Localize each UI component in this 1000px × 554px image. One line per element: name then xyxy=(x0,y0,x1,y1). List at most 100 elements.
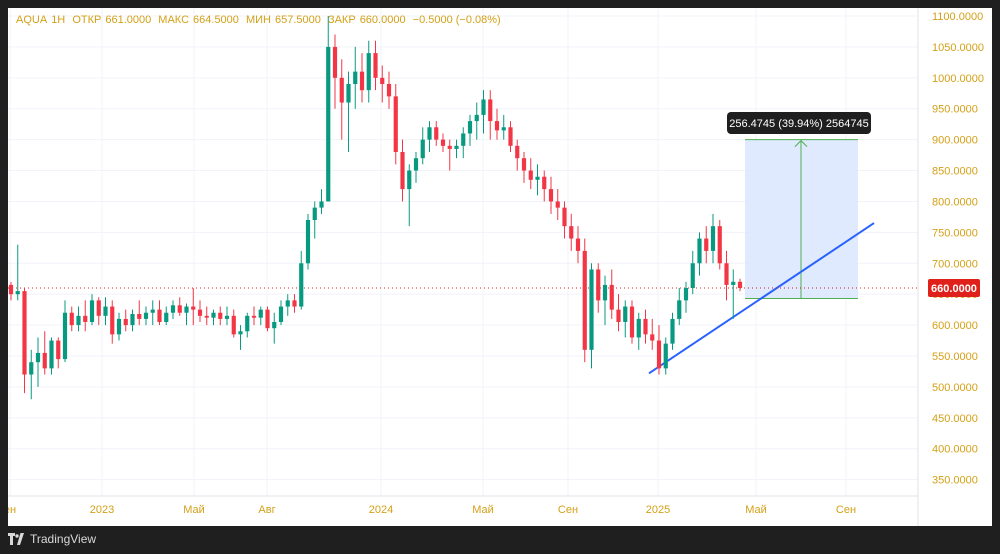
y-axis-bg[interactable] xyxy=(918,8,992,526)
candle-body xyxy=(339,77,344,103)
x-axis: ен 2023 Май Авг 2024 Май Сен 2025 Май Сен xyxy=(8,495,992,526)
candle-body xyxy=(366,53,371,91)
candle-body xyxy=(609,284,614,310)
candle-body xyxy=(231,315,236,335)
y-tick-label: 550.0000 xyxy=(932,351,978,363)
candle-body xyxy=(251,315,257,318)
price-chart[interactable]: 256.4745 (39.94%) 2564745 ен 2023 Май Авг 20… xyxy=(8,8,992,526)
footer: TradingView xyxy=(8,530,96,548)
candle-body xyxy=(690,263,695,288)
y-tick-label: 350.0000 xyxy=(932,475,978,487)
candle-body xyxy=(272,322,277,329)
candle-body xyxy=(683,288,689,301)
low-value: 657.5000 xyxy=(275,14,321,26)
candle-body xyxy=(629,306,635,338)
high-label: МАКС xyxy=(158,14,190,26)
candle-body xyxy=(386,84,392,97)
candle-body xyxy=(245,315,250,332)
y-tick-label: 700.0000 xyxy=(932,258,978,270)
y-axis: 1100.0000 1050.0000 1000.0000 950.0000 900.0… xyxy=(917,8,992,526)
candle-body xyxy=(663,343,668,369)
candle-body xyxy=(69,312,74,326)
candle-body xyxy=(170,305,176,313)
candle-body xyxy=(164,312,169,322)
candle-body xyxy=(643,318,648,335)
candle-body xyxy=(197,309,203,316)
y-tick-label: 1100.0000 xyxy=(932,11,983,23)
candle-body xyxy=(62,312,68,360)
candle-body xyxy=(535,176,540,180)
candle-body xyxy=(677,300,682,319)
candle-body xyxy=(137,313,142,319)
target-zone[interactable] xyxy=(745,139,858,300)
x-axis-bg[interactable] xyxy=(8,496,918,526)
x-tick-label: Сен xyxy=(836,504,856,516)
candle-body xyxy=(636,318,641,338)
candle-body xyxy=(548,189,554,202)
candle-body xyxy=(35,352,41,363)
candle-body xyxy=(191,306,196,310)
candle-body xyxy=(596,269,601,301)
candle-body xyxy=(359,71,365,91)
candle-body xyxy=(116,318,122,335)
candle-body xyxy=(258,309,263,318)
candle-body xyxy=(157,309,162,322)
trendline[interactable] xyxy=(648,222,875,375)
candle-body xyxy=(717,226,722,264)
x-tick-label: 2025 xyxy=(646,504,670,516)
candle-body xyxy=(656,340,662,369)
candle-body xyxy=(143,312,149,319)
chart-panel[interactable]: 256.4745 (39.94%) 2564745 ен 2023 Май Авг 20… xyxy=(8,8,992,526)
x-tick-label: Май xyxy=(472,504,494,516)
candle-body xyxy=(15,291,20,295)
candles xyxy=(8,16,743,400)
candle-body xyxy=(204,315,209,318)
candle-body xyxy=(494,121,500,131)
candle-body xyxy=(8,284,14,295)
candle-body xyxy=(447,145,452,149)
candle-body xyxy=(319,201,324,208)
brand-label: TradingView xyxy=(30,532,97,546)
candle-body xyxy=(312,207,317,220)
y-tick-label: 850.0000 xyxy=(932,166,978,178)
y-tick-label: 950.0000 xyxy=(932,104,978,116)
candle-body xyxy=(184,306,189,313)
candle-body xyxy=(103,306,108,316)
candle-body xyxy=(76,315,81,326)
candle-body xyxy=(89,300,95,322)
y-tick-label: 750.0000 xyxy=(932,227,978,239)
candle-body xyxy=(623,306,628,322)
candle-body xyxy=(326,46,331,202)
x-tick-label: Май xyxy=(745,504,767,516)
candle-body xyxy=(710,226,716,251)
candle-body xyxy=(434,127,439,140)
candle-body xyxy=(130,313,135,326)
high-value: 664.5000 xyxy=(193,14,239,26)
candle-body xyxy=(56,340,61,360)
candle-body xyxy=(29,362,34,375)
low-label: МИН xyxy=(245,14,271,26)
candle-body xyxy=(589,269,594,350)
candle-body xyxy=(697,238,702,264)
y-tick-label: 600.0000 xyxy=(932,320,978,332)
candle-body xyxy=(542,176,547,190)
candle-body xyxy=(440,139,446,146)
y-tick-label: 900.0000 xyxy=(932,135,978,147)
candle-body xyxy=(555,201,560,208)
candle-body xyxy=(407,170,412,190)
candle-body xyxy=(278,306,284,322)
measure-label-text: 256.4745 (39.94%) 2564745 xyxy=(729,118,868,130)
candle-body xyxy=(299,263,304,307)
candle-body xyxy=(413,158,419,171)
candle-body xyxy=(704,238,709,251)
symbol-label: AQUA xyxy=(16,14,48,26)
candle-body xyxy=(332,46,338,78)
candle-body xyxy=(380,77,385,84)
candle-body xyxy=(508,127,513,146)
open-value: 661.0000 xyxy=(105,14,152,26)
y-tick-label: 450.0000 xyxy=(932,413,978,425)
measure-label: 256.4745 (39.94%) 2564745 xyxy=(727,112,871,134)
candle-body xyxy=(305,220,311,264)
candle-body xyxy=(373,53,378,78)
y-tick-label: 1050.0000 xyxy=(932,42,984,54)
